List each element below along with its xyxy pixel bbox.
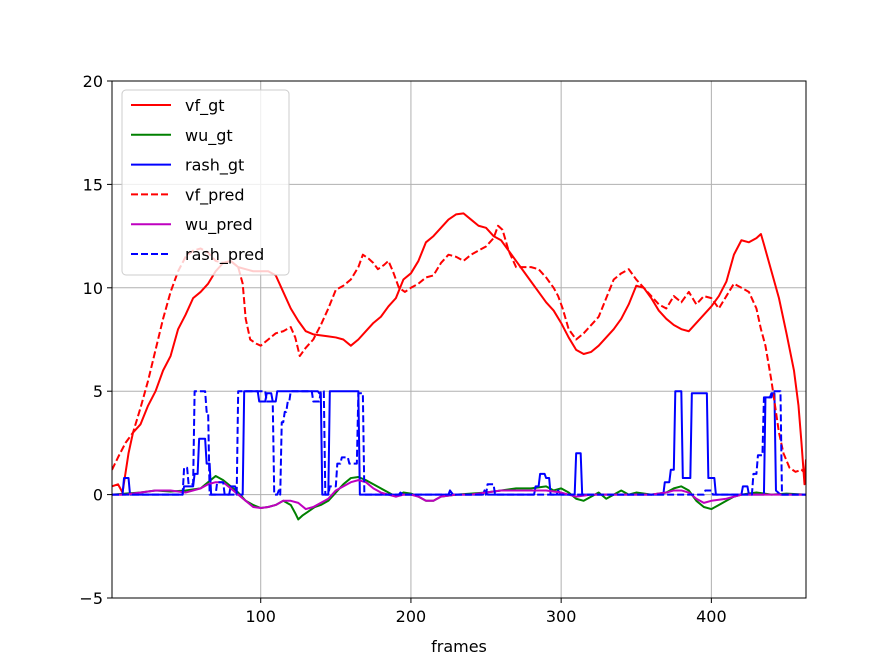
legend-label: vf_pred [185,185,244,205]
x-axis-title: frames [431,637,487,656]
legend-label: rash_gt [185,156,244,176]
y-axis: −5 0 5 10 15 20 [79,72,112,608]
legend-label: wu_gt [185,126,233,146]
legend-label: vf_gt [185,96,225,116]
x-tick-label: 100 [245,607,276,626]
legend: vf_gt wu_gt rash_gt vf_pred wu_pred rash_pred [121,89,290,276]
y-tick-label: 15 [83,175,103,194]
y-tick-label: 10 [83,279,103,298]
legend-label: rash_pred [185,245,264,265]
x-tick-label: 200 [396,607,427,626]
y-tick-label: 0 [93,486,103,505]
legend-box [121,89,290,276]
plot-frame [111,80,807,599]
x-tick-label: 300 [546,607,577,626]
series-line-rash-pred [112,390,806,496]
legend-label: wu_pred [185,215,253,235]
x-tick-label: 400 [696,607,727,626]
y-tick-label: −5 [79,589,103,608]
x-axis: 100 200 300 400 [245,598,727,626]
y-tick-label: 20 [83,72,103,91]
y-tick-label: 5 [93,382,103,401]
